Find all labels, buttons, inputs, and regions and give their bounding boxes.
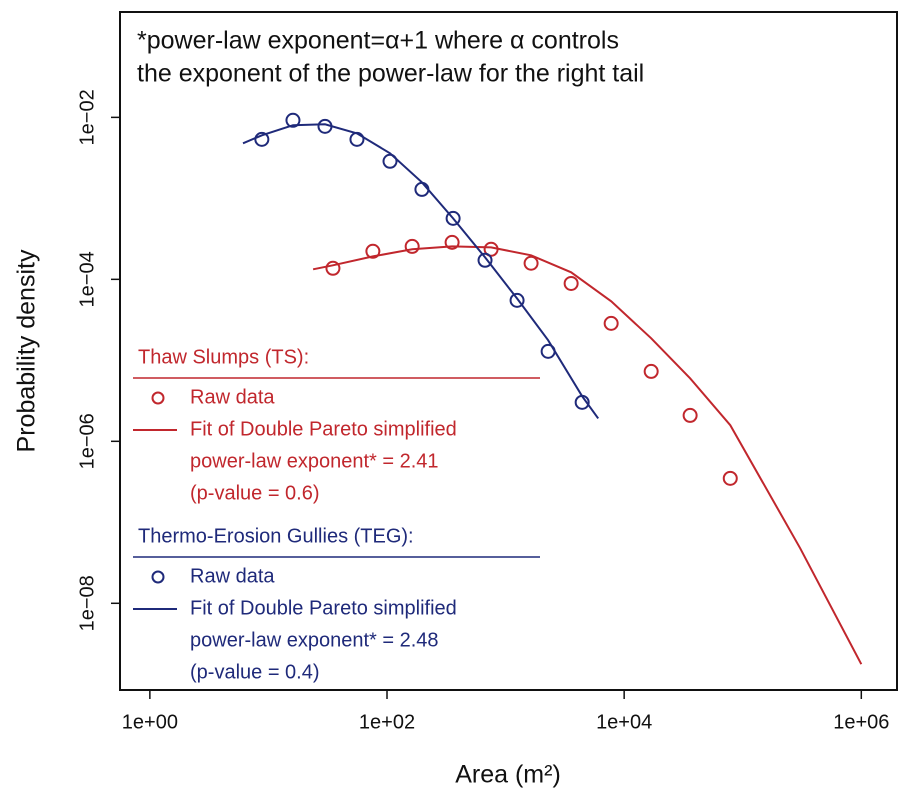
data-point [349, 131, 365, 147]
legend-point [151, 570, 165, 584]
data-point [563, 275, 579, 291]
fit-line [312, 245, 863, 665]
data-point [285, 112, 301, 128]
data-point [643, 363, 659, 379]
data-point [254, 131, 270, 147]
annotation: *power-law exponent=α+1 where α controls [137, 27, 619, 55]
legend-label: Raw data [190, 565, 275, 587]
data-point [477, 252, 493, 268]
data-point [325, 260, 341, 276]
data-point [509, 292, 525, 308]
data-point [445, 210, 461, 226]
data-point [722, 470, 738, 486]
legend-label: Fit of Double Pareto simplified [190, 418, 457, 440]
legend-label: (p-value = 0.4) [190, 661, 320, 683]
data-point [603, 315, 619, 331]
legend-title: Thaw Slumps (TS): [138, 346, 309, 368]
data-point [540, 343, 556, 359]
x-tick-label: 1e+06 [833, 711, 889, 733]
legend-point [151, 391, 165, 405]
x-tick-label: 1e+02 [359, 711, 415, 733]
legend-label: Fit of Double Pareto simplified [190, 597, 457, 619]
data-point [404, 238, 420, 254]
legend-label: power-law exponent* = 2.48 [190, 629, 439, 651]
data-point [483, 241, 499, 257]
fit-line [242, 123, 600, 419]
data-point [682, 407, 698, 423]
data-point [574, 394, 590, 410]
y-tick-label: 1e−08 [76, 575, 98, 631]
legend-label: Raw data [190, 386, 275, 408]
data-point [382, 153, 398, 169]
legend-label: (p-value = 0.6) [190, 482, 320, 504]
x-axis-label: Area (m²) [455, 761, 561, 789]
data-point [444, 234, 460, 250]
y-tick-label: 1e−04 [76, 251, 98, 307]
plot-frame [119, 11, 898, 691]
annotation: the exponent of the power-law for the ri… [137, 60, 644, 88]
data-point [317, 118, 333, 134]
data-point [523, 255, 539, 271]
legend-label: power-law exponent* = 2.41 [190, 450, 439, 472]
data-point [414, 181, 430, 197]
x-tick-label: 1e+04 [596, 711, 652, 733]
x-tick-label: 1e+00 [122, 711, 178, 733]
y-axis-label: Probability density [13, 249, 41, 452]
y-tick-label: 1e−02 [76, 89, 98, 145]
legend-title: Thermo-Erosion Gullies (TEG): [138, 525, 414, 547]
y-tick-label: 1e−06 [76, 413, 98, 469]
data-point [365, 243, 381, 259]
